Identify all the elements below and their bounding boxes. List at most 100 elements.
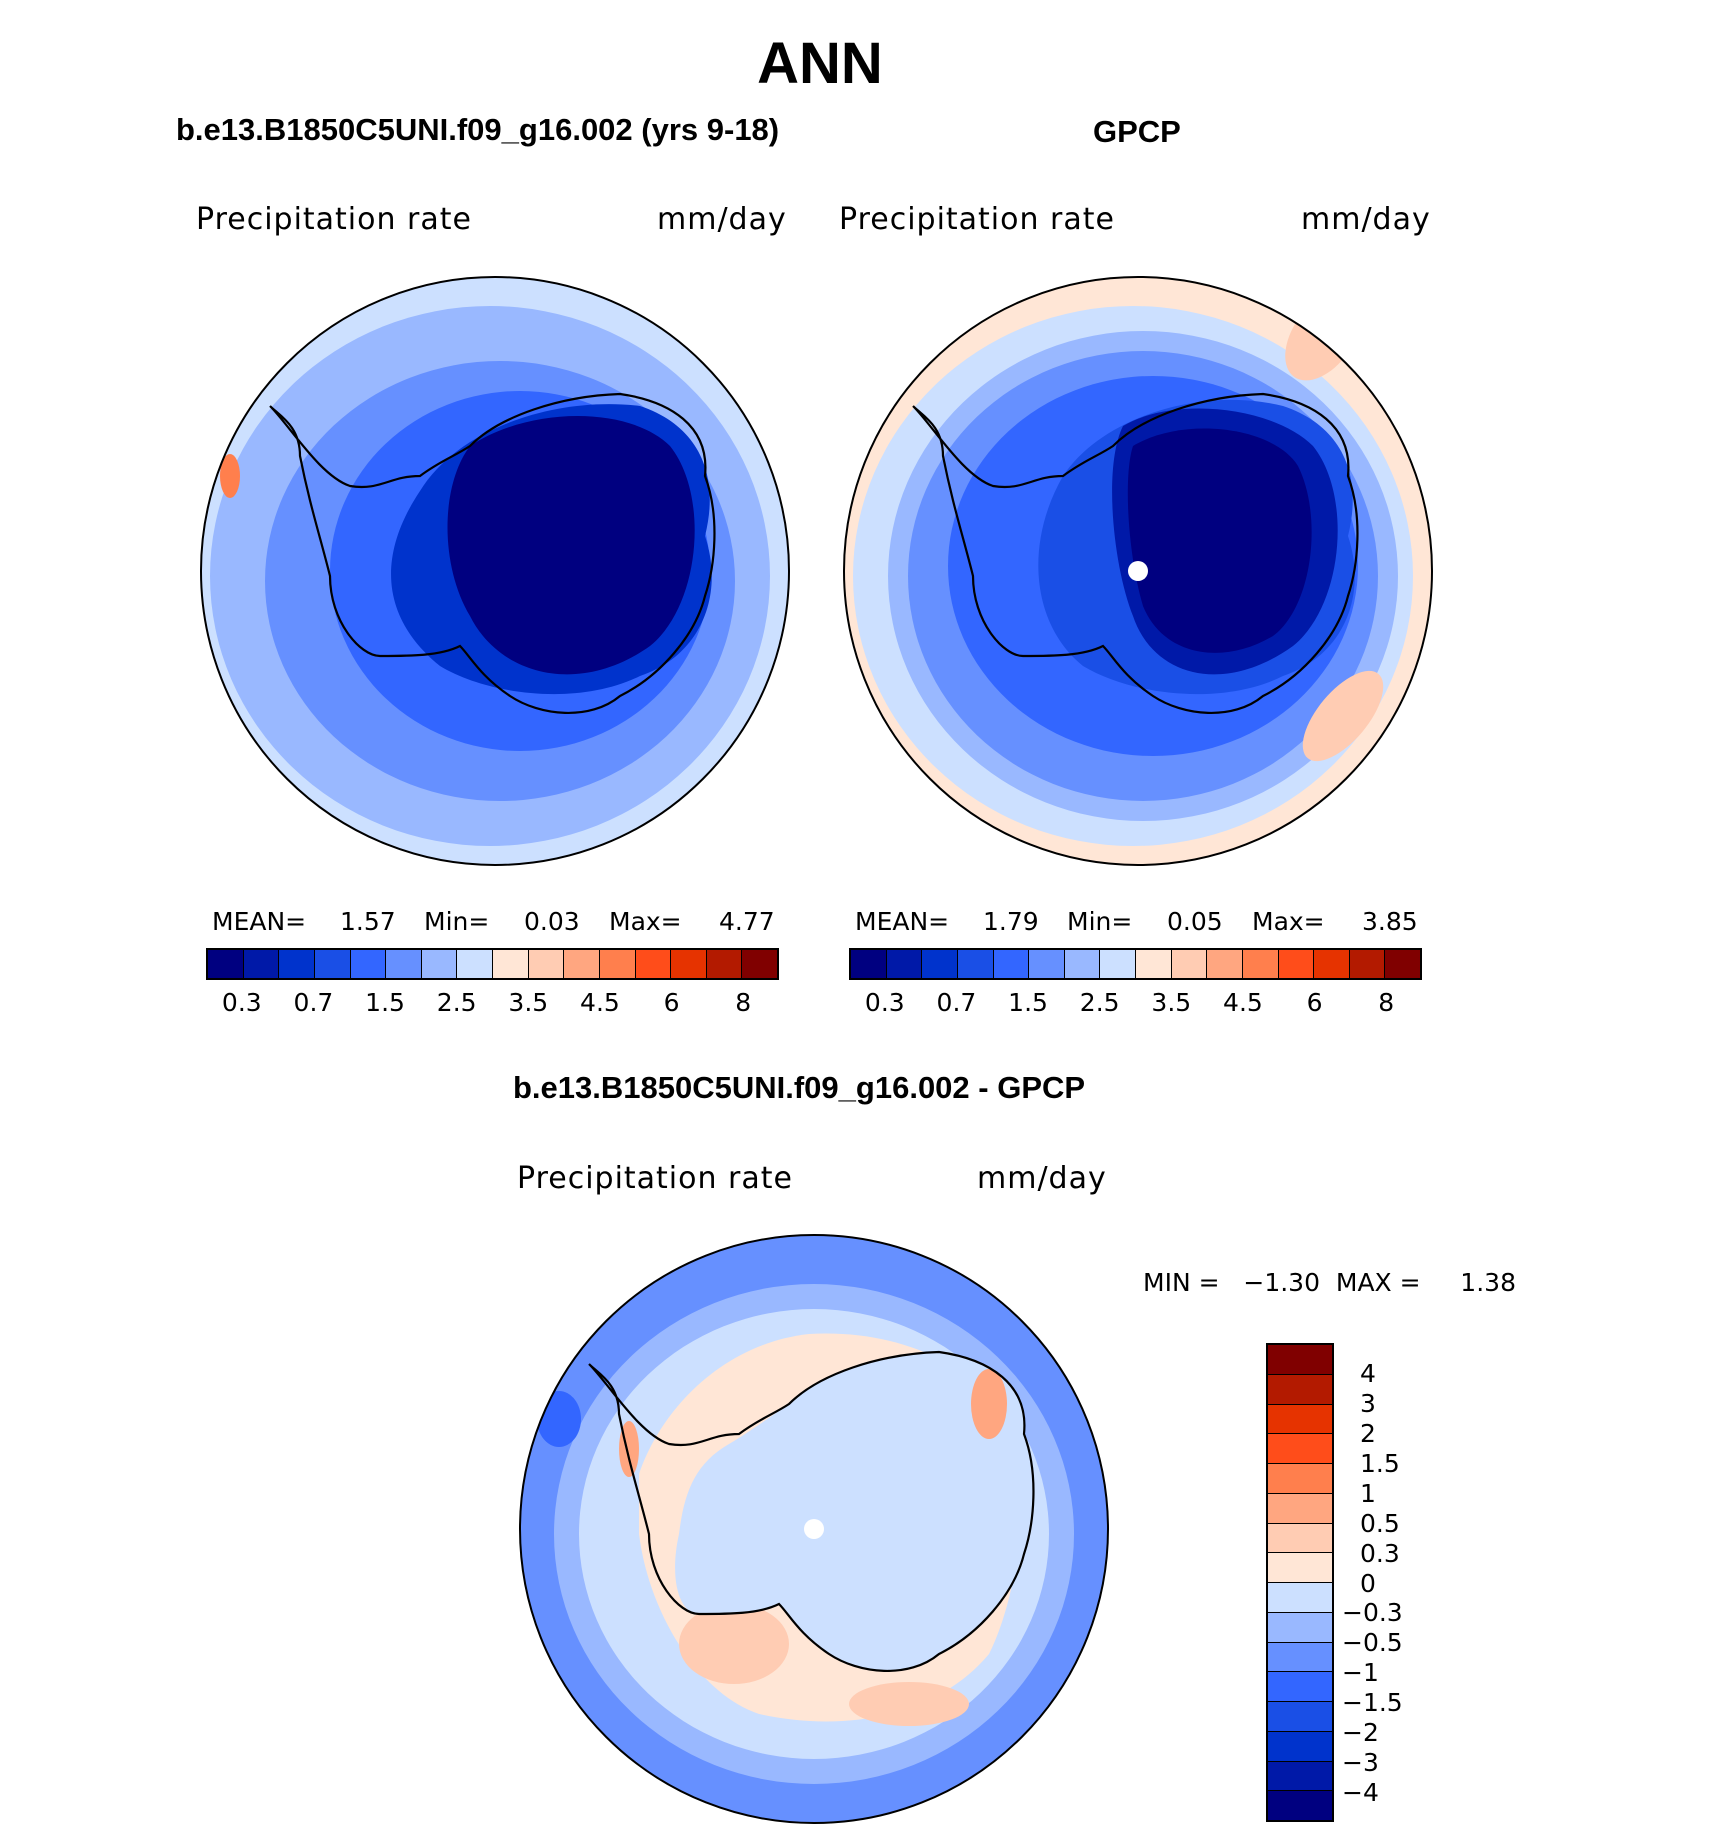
model-colorbar-box xyxy=(493,950,529,978)
diff-colorbar-box xyxy=(1268,1672,1332,1702)
obs-colorbar-tick-label: 0.7 xyxy=(936,988,977,1017)
obs-map-border xyxy=(843,276,1433,866)
model-colorbar-tick-label: 1.5 xyxy=(365,988,405,1017)
diff-colorbar-tick-label: −1 xyxy=(1342,1658,1379,1688)
obs-min-label: Min= xyxy=(1067,907,1133,936)
model-colorbar-box xyxy=(564,950,600,978)
obs-variable-label: Precipitation rate xyxy=(839,202,1115,237)
diff-colorbar-tick-label: −4 xyxy=(1342,1778,1379,1808)
model-colorbar-box xyxy=(635,950,672,978)
model-panel-title: b.e13.B1850C5UNI.f09_g16.002 (yrs 9-18) xyxy=(176,112,780,147)
obs-mean-value: 1.79 xyxy=(983,907,1039,936)
model-colorbar-box xyxy=(671,950,707,978)
model-colorbar-box xyxy=(742,950,777,978)
obs-max-label: Max= xyxy=(1252,907,1325,936)
model-colorbar-tick-label: 8 xyxy=(735,988,752,1017)
model-map-border xyxy=(200,276,790,866)
diff-field-patch-1 xyxy=(679,1604,789,1684)
obs-polar-map xyxy=(843,276,1433,866)
diff-field-patch-2 xyxy=(849,1682,969,1726)
diff-colorbar-tick-label: 1.5 xyxy=(1360,1448,1400,1478)
diff-colorbar-box xyxy=(1268,1612,1332,1643)
diff-colorbar-box xyxy=(1268,1553,1332,1583)
model-colorbar-box xyxy=(706,950,743,978)
obs-colorbar-box xyxy=(922,950,958,978)
obs-colorbar-box xyxy=(1100,950,1136,978)
diff-colorbar-box xyxy=(1268,1583,1332,1613)
obs-colorbar-tick-label: 4.5 xyxy=(1223,988,1263,1017)
model-colorbar-box xyxy=(528,950,565,978)
diff-colorbar-box xyxy=(1268,1404,1332,1435)
diff-colorbar-box xyxy=(1268,1434,1332,1464)
obs-colorbar-tick-label: 3.5 xyxy=(1151,988,1192,1017)
obs-colorbar-box xyxy=(886,950,923,978)
model-colorbar-box xyxy=(350,950,387,978)
obs-field-core xyxy=(1127,428,1312,653)
diff-colorbar-tick-label: −2 xyxy=(1342,1718,1379,1748)
diff-colorbar-tick-label: −0.3 xyxy=(1342,1598,1403,1628)
obs-colorbar-box xyxy=(1349,950,1386,978)
diff-colorbar-tick-label: 0.5 xyxy=(1360,1508,1400,1538)
obs-field-patch-2 xyxy=(1302,670,1384,762)
model-colorbar-box xyxy=(314,950,351,978)
model-colorbar-box xyxy=(599,950,636,978)
diff-colorbar-tick-label: 0 xyxy=(1360,1568,1376,1598)
diff-colorbar-box xyxy=(1268,1464,1332,1494)
diff-pole-hole xyxy=(804,1519,824,1539)
diff-polar-map xyxy=(519,1234,1109,1824)
diff-colorbar-box xyxy=(1268,1791,1332,1820)
diff-colorbar-tick-label: 4 xyxy=(1360,1358,1376,1388)
obs-colorbar-box xyxy=(1242,950,1279,978)
obs-colorbar-box xyxy=(1136,950,1172,978)
model-colorbar-box xyxy=(457,950,493,978)
model-colorbar-box xyxy=(243,950,280,978)
model-coastline xyxy=(269,392,716,714)
obs-colorbar-tick-label: 1.5 xyxy=(1008,988,1048,1017)
obs-colorbar-box xyxy=(1278,950,1315,978)
obs-colorbar-box xyxy=(1207,950,1243,978)
diff-colorbar-box xyxy=(1268,1523,1332,1554)
diff-colorbar-box xyxy=(1268,1374,1332,1405)
model-colorbar-box xyxy=(421,950,458,978)
obs-colorbar-tick-label: 8 xyxy=(1378,988,1395,1017)
obs-colorbar xyxy=(849,948,1422,980)
model-max-value: 4.77 xyxy=(719,907,775,936)
model-max-label: Max= xyxy=(609,907,682,936)
page-title: ANN xyxy=(757,31,883,96)
obs-mean-label: MEAN= xyxy=(855,907,950,936)
diff-colorbar xyxy=(1266,1343,1334,1822)
diff-colorbar-tick-label: −0.5 xyxy=(1342,1628,1403,1658)
obs-units-label: mm/day xyxy=(1301,202,1431,237)
obs-colorbar-box xyxy=(1171,950,1208,978)
model-colorbar-tick-label: 0.3 xyxy=(221,988,262,1017)
diff-panel-title: b.e13.B1850C5UNI.f09_g16.002 - GPCP xyxy=(513,1070,1086,1105)
diff-colorbar-box xyxy=(1268,1642,1332,1673)
model-mean-label: MEAN= xyxy=(212,907,307,936)
obs-colorbar-box xyxy=(1064,950,1101,978)
obs-colorbar-box xyxy=(1314,950,1350,978)
obs-colorbar-tick-label: 6 xyxy=(1306,988,1323,1017)
model-min-label: Min= xyxy=(424,907,490,936)
obs-colorbar-box xyxy=(1029,950,1065,978)
diff-map-border xyxy=(519,1234,1109,1824)
diff-coastline xyxy=(588,1350,1035,1672)
model-min-value: 0.03 xyxy=(524,907,580,936)
diff-variable-label: Precipitation rate xyxy=(517,1161,793,1196)
obs-max-value: 3.85 xyxy=(1362,907,1418,936)
obs-colorbar-box xyxy=(993,950,1030,978)
obs-colorbar-box xyxy=(851,950,887,978)
model-colorbar-box xyxy=(208,950,244,978)
diff-field-patch-3 xyxy=(971,1369,1007,1439)
diff-colorbar-tick-label: 2 xyxy=(1360,1418,1376,1448)
obs-panel-title: GPCP xyxy=(1093,114,1181,149)
model-colorbar-tick-label: 4.5 xyxy=(580,988,620,1017)
diff-colorbar-box xyxy=(1268,1731,1332,1762)
model-colorbar-tick-label: 2.5 xyxy=(436,988,477,1017)
diff-colorbar-tick-label: 0.3 xyxy=(1360,1538,1400,1568)
obs-pole-hole xyxy=(1128,561,1148,581)
obs-colorbar-box xyxy=(1385,950,1420,978)
model-field-interior xyxy=(447,416,695,675)
model-colorbar-tick-label: 0.7 xyxy=(293,988,334,1017)
model-polar-map xyxy=(200,276,790,866)
model-units-label: mm/day xyxy=(657,202,787,237)
